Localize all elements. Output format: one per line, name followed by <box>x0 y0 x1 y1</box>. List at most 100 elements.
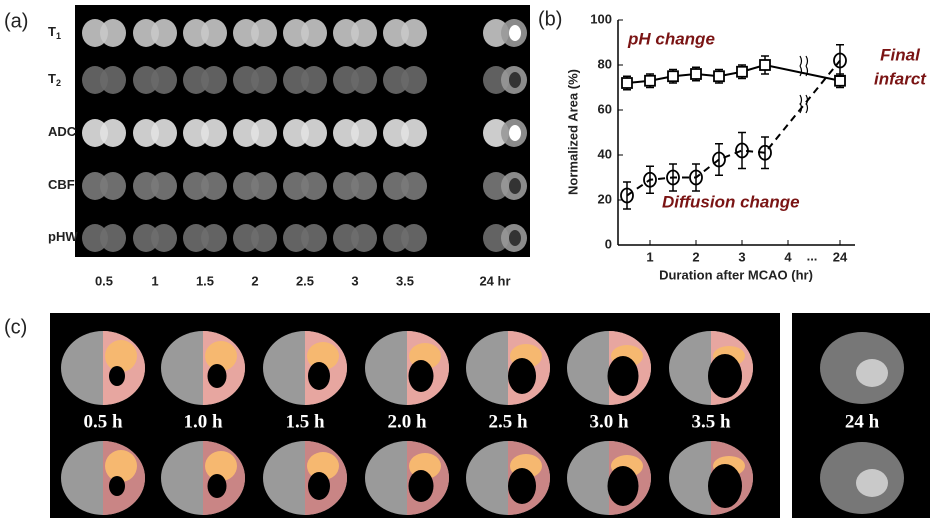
panel-label: (c) <box>4 316 27 338</box>
brain-map <box>61 331 145 405</box>
brain-lobe <box>351 66 377 94</box>
brain-image <box>283 224 327 252</box>
brain-lobe <box>100 172 126 200</box>
row-label: T1 <box>48 24 61 41</box>
brain-lobe <box>251 19 277 47</box>
lesion <box>856 359 888 387</box>
diffusion-region <box>208 474 227 498</box>
panel-label: (a) <box>4 10 28 32</box>
x-tick-label: 24 <box>833 249 848 264</box>
brain-image <box>483 224 527 252</box>
error-bar <box>738 133 746 169</box>
row-label: ADC <box>48 124 77 139</box>
column-label: 1.5 <box>196 273 214 288</box>
brain-image <box>183 19 227 47</box>
row-label-text: pHW <box>48 229 78 244</box>
brain-lobe <box>301 119 327 147</box>
diffusion-region <box>308 362 330 390</box>
error-bar <box>623 182 631 209</box>
brain-lobe <box>351 172 377 200</box>
column-label: 2.5 <box>296 273 314 288</box>
brain-image <box>133 224 177 252</box>
brain-lobe <box>251 172 277 200</box>
x-tick-label: 2 <box>692 249 699 264</box>
diffusion-region <box>608 356 639 396</box>
time-label: 1.5 h <box>285 411 325 432</box>
ph-region <box>105 450 137 482</box>
brain-map <box>263 441 347 515</box>
brain-map <box>161 441 245 515</box>
row-label-text: T <box>48 71 56 86</box>
brain-lobe <box>151 66 177 94</box>
brain-image <box>133 19 177 47</box>
brain-image <box>483 119 527 147</box>
time-label: 3.0 h <box>589 411 629 432</box>
brain-lobe <box>201 66 227 94</box>
marker <box>835 76 845 86</box>
brain-image <box>283 19 327 47</box>
diffusion-region <box>109 476 125 496</box>
lesion <box>509 178 521 194</box>
brain-image <box>133 172 177 200</box>
marker <box>714 71 724 81</box>
brain-map <box>263 331 347 405</box>
brain-image <box>82 119 126 147</box>
row-label-subscript: 2 <box>56 78 61 88</box>
brain-map <box>365 441 449 515</box>
axis-break <box>800 56 808 66</box>
brain-image <box>233 224 277 252</box>
y-tick-label: 20 <box>598 191 612 206</box>
diffusion-region <box>409 470 434 502</box>
brain-lobe <box>401 224 427 252</box>
time-label: 0.5 h <box>83 411 123 432</box>
x-tick-label: 1 <box>646 249 653 264</box>
error-bar <box>715 144 723 176</box>
brain-lobe <box>100 19 126 47</box>
column-label: 0.5 <box>95 273 113 288</box>
brain-image <box>82 224 126 252</box>
brain-image <box>383 66 427 94</box>
brain-lobe <box>151 172 177 200</box>
diffusion-region <box>508 358 536 394</box>
brain-image <box>483 66 527 94</box>
row-label: CBF <box>48 177 75 192</box>
ph-region <box>105 340 137 372</box>
brain-image <box>333 172 377 200</box>
marker <box>760 60 770 70</box>
y-axis-label: Normalized Area (%) <box>565 69 580 195</box>
brain-map <box>669 331 753 405</box>
brain-image <box>483 19 527 47</box>
brain-map <box>161 331 245 405</box>
brain-image <box>333 119 377 147</box>
brain-map <box>669 441 753 515</box>
y-tick-label: 100 <box>590 11 612 26</box>
brain-image <box>133 119 177 147</box>
annotation: infarct <box>874 69 927 88</box>
error-bar <box>836 45 844 77</box>
brain-map <box>466 331 550 405</box>
lesion <box>856 469 888 497</box>
time-label: 2.0 h <box>387 411 427 432</box>
row-label: T2 <box>48 71 61 88</box>
time-label: 3.5 h <box>691 411 731 432</box>
brain-lobe <box>201 224 227 252</box>
brain-map <box>567 441 651 515</box>
diffusion-region <box>708 354 742 398</box>
brain-image <box>283 66 327 94</box>
diffusion-region <box>109 366 125 386</box>
brain-map <box>365 331 449 405</box>
error-bar <box>692 164 700 191</box>
brain-image <box>333 19 377 47</box>
brain-lobe <box>151 119 177 147</box>
brain-lobe <box>100 224 126 252</box>
row-label-subscript: 1 <box>56 31 61 41</box>
series-line <box>627 65 840 83</box>
brain-lobe <box>201 172 227 200</box>
diffusion-region <box>409 360 434 392</box>
column-label: 3.5 <box>396 273 414 288</box>
brain-image <box>183 66 227 94</box>
column-label: 1 <box>151 273 158 288</box>
lesion <box>509 25 521 41</box>
marker <box>691 69 701 79</box>
brain-lobe <box>100 119 126 147</box>
